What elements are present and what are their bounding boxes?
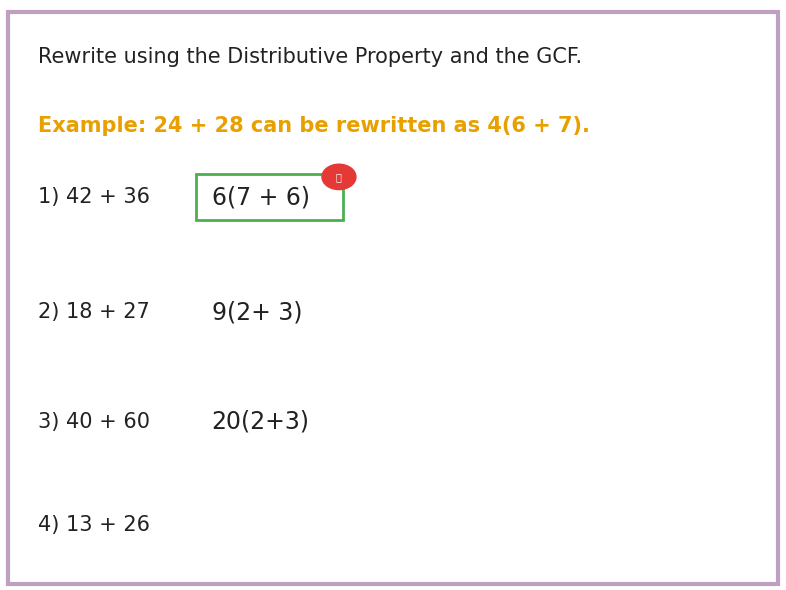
Text: 6(7 + 6): 6(7 + 6) bbox=[211, 185, 310, 209]
Text: 4) 13 + 26: 4) 13 + 26 bbox=[38, 516, 150, 536]
Text: Example: 24 + 28 can be rewritten as 4(6 + 7).: Example: 24 + 28 can be rewritten as 4(6… bbox=[38, 116, 589, 136]
Circle shape bbox=[322, 164, 356, 189]
Text: 🗑: 🗑 bbox=[336, 172, 342, 182]
Text: 3) 40 + 60: 3) 40 + 60 bbox=[38, 412, 150, 432]
Text: 20(2+3): 20(2+3) bbox=[211, 409, 310, 434]
Text: 9(2+ 3): 9(2+ 3) bbox=[211, 300, 302, 324]
Text: 1) 42 + 36: 1) 42 + 36 bbox=[38, 187, 150, 207]
Text: 2) 18 + 27: 2) 18 + 27 bbox=[38, 302, 149, 322]
Text: Rewrite using the Distributive Property and the GCF.: Rewrite using the Distributive Property … bbox=[38, 47, 582, 67]
